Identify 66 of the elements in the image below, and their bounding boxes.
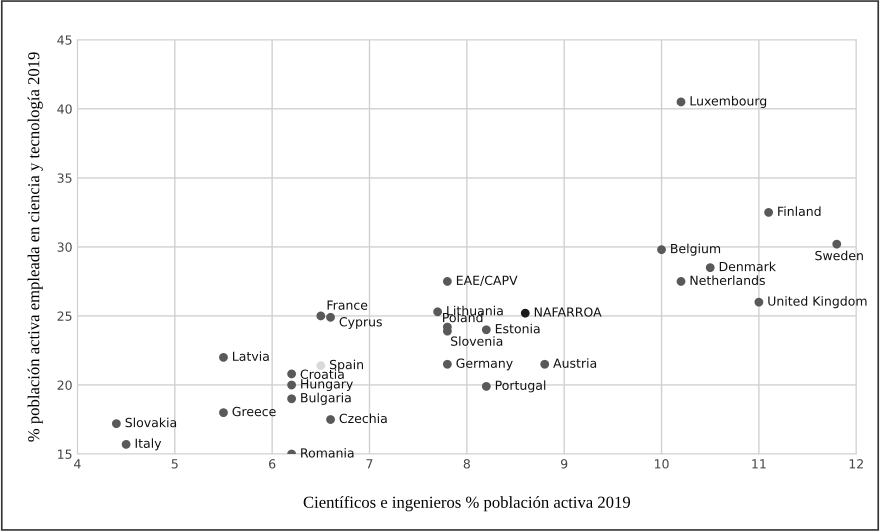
point xyxy=(676,98,686,106)
point xyxy=(287,394,296,404)
y-axis-title: % población activa empleada en ciencia y tecnología 2019 xyxy=(28,52,43,442)
y-tick-label: 30 xyxy=(58,242,72,252)
point xyxy=(433,307,442,316)
point xyxy=(657,245,666,254)
x-tick-label: 8 xyxy=(464,459,470,469)
annotation: Belgium xyxy=(671,244,720,256)
y-tick-label: 25 xyxy=(58,311,72,321)
x-tick-label: 5 xyxy=(172,459,178,469)
annotation: Sweden xyxy=(815,250,863,260)
y-tick-label: 35 xyxy=(58,173,72,183)
point xyxy=(326,312,335,322)
annotation: Finland xyxy=(778,206,820,216)
annotation: Hungary xyxy=(301,379,353,392)
y-tick-label: 40 xyxy=(57,104,72,114)
point xyxy=(112,419,121,428)
point xyxy=(316,312,326,320)
annotation: Slovakia xyxy=(126,418,176,428)
point xyxy=(219,352,228,362)
point xyxy=(520,308,530,318)
x-tick-label: 10 xyxy=(654,459,669,469)
annotation: Portugal xyxy=(496,380,546,392)
point xyxy=(287,380,296,390)
annotation: Luxembourg xyxy=(690,96,766,108)
annotation: Austria xyxy=(553,358,596,368)
annotation: Denmark xyxy=(720,262,776,272)
x-axis-title: Científicos e ingenieros % población activa 2019 xyxy=(304,496,630,512)
point xyxy=(754,298,764,307)
annotation: NAFARROA xyxy=(534,307,602,317)
point xyxy=(832,240,842,249)
annotation: Greece xyxy=(232,406,276,416)
x-tick-label: 11 xyxy=(752,459,766,468)
annotation: United Kingdom xyxy=(768,296,866,308)
point xyxy=(442,277,452,286)
x-tick-label: 6 xyxy=(269,459,276,469)
x-tick-label: 4 xyxy=(74,459,81,468)
point xyxy=(122,440,131,449)
point xyxy=(540,360,550,369)
point xyxy=(442,360,452,369)
annotation: Romania xyxy=(301,448,354,458)
annotation: Netherlands xyxy=(690,275,765,286)
point xyxy=(676,277,686,286)
point xyxy=(482,325,491,334)
annotation: France xyxy=(328,300,368,310)
point xyxy=(482,382,491,391)
point xyxy=(764,208,774,217)
y-tick-label: 20 xyxy=(58,380,72,390)
annotation: EAE/CAPV xyxy=(456,276,518,286)
annotation: Slovenia xyxy=(450,336,502,346)
y-tick-label: 15 xyxy=(58,450,72,459)
annotation: Estonia xyxy=(496,324,540,334)
annotation: Czechia xyxy=(340,413,387,424)
annotation: Cyprus xyxy=(340,317,382,329)
x-tick-label: 9 xyxy=(561,459,568,469)
x-tick-label: 12 xyxy=(850,459,863,468)
annotation: Bulgaria xyxy=(301,392,351,405)
point xyxy=(706,263,715,272)
x-tick-label: 7 xyxy=(366,459,372,468)
annotation: Germany xyxy=(456,358,513,370)
y-tick-label: 45 xyxy=(57,35,72,45)
point xyxy=(326,415,335,424)
annotation: Latvia xyxy=(233,351,269,361)
point xyxy=(287,370,296,378)
annotation: Italy xyxy=(136,438,162,450)
point xyxy=(219,408,228,417)
